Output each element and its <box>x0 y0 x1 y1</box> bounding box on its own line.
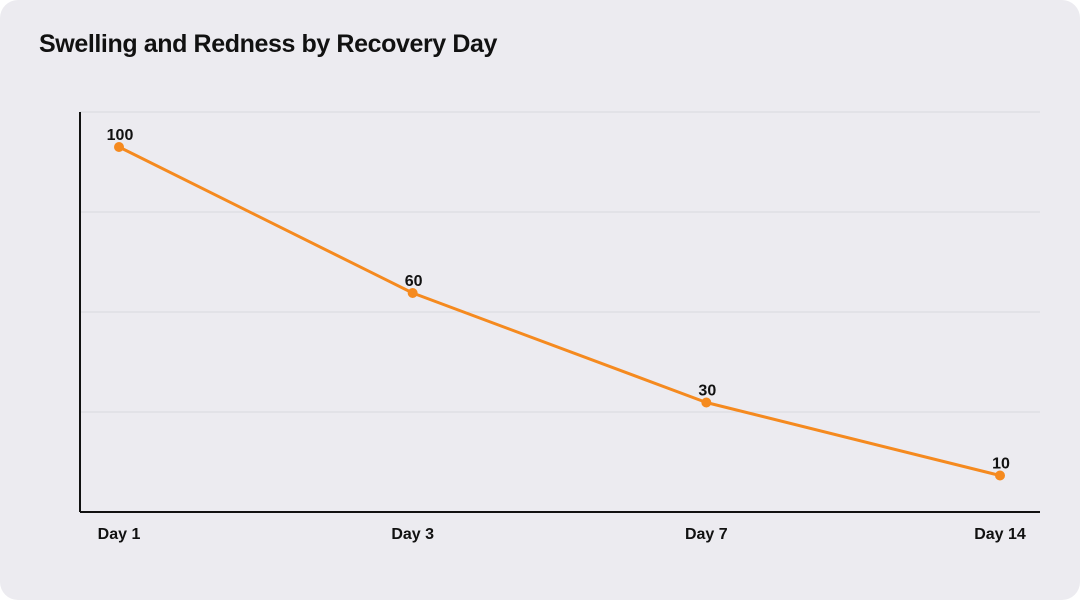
x-tick-label: Day 14 <box>974 526 1026 543</box>
x-tick-label: Day 1 <box>98 526 141 543</box>
data-point <box>701 397 712 408</box>
x-tick-label: Day 7 <box>685 526 728 543</box>
data-label: 100 <box>107 127 134 144</box>
gridlines <box>80 111 1040 413</box>
data-point <box>114 142 124 152</box>
x-tick-labels: Day 1 Day 3 Day 7 Day 14 <box>98 526 1026 543</box>
chart-title: Swelling and Redness by Recovery Day <box>39 30 498 58</box>
data-label: 30 <box>698 383 716 400</box>
axes <box>79 112 1040 513</box>
data-labels: 100 60 30 10 <box>107 127 1010 473</box>
data-label: 10 <box>992 456 1010 473</box>
x-tick-label: Day 3 <box>391 526 434 543</box>
series <box>114 142 1005 481</box>
series-line <box>117 145 1002 477</box>
data-point <box>995 470 1005 481</box>
data-label: 60 <box>405 273 423 290</box>
data-point <box>407 288 418 298</box>
